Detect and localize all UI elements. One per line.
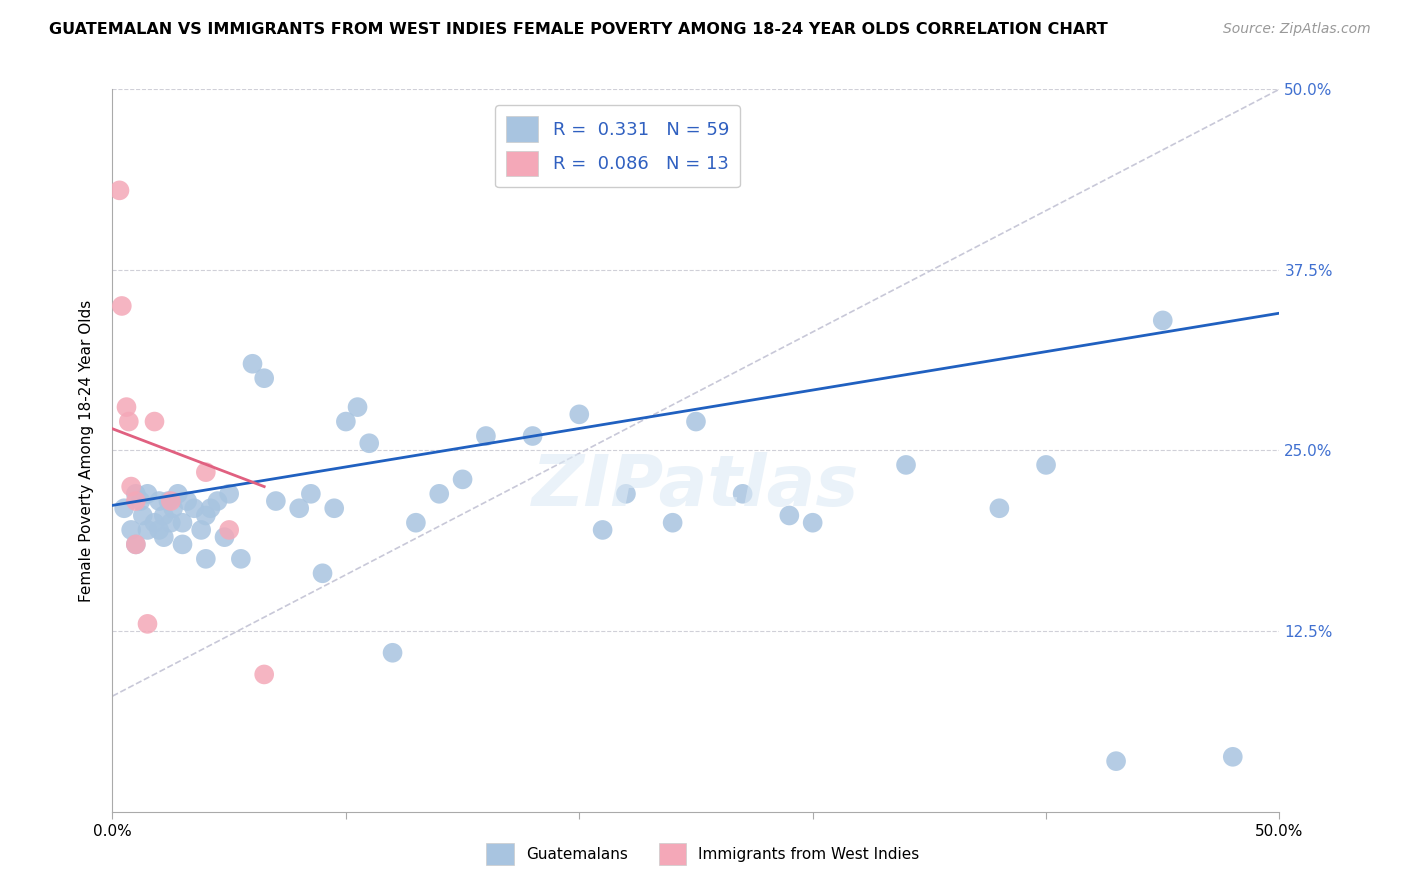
Point bbox=[153, 530, 176, 544]
Point bbox=[475, 429, 498, 443]
Point bbox=[200, 501, 222, 516]
Point bbox=[405, 516, 427, 530]
Text: GUATEMALAN VS IMMIGRANTS FROM WEST INDIES FEMALE POVERTY AMONG 18-24 YEAR OLDS C: GUATEMALAN VS IMMIGRANTS FROM WEST INDIE… bbox=[49, 22, 1108, 37]
Point bbox=[242, 357, 264, 371]
Point bbox=[218, 487, 240, 501]
Point bbox=[160, 516, 183, 530]
Point bbox=[346, 400, 368, 414]
Point bbox=[381, 646, 404, 660]
Point bbox=[894, 458, 917, 472]
Point bbox=[143, 415, 166, 429]
Point bbox=[125, 537, 148, 551]
Point bbox=[120, 523, 142, 537]
Y-axis label: Female Poverty Among 18-24 Year Olds: Female Poverty Among 18-24 Year Olds bbox=[79, 300, 94, 601]
Point bbox=[148, 494, 170, 508]
Point bbox=[661, 516, 683, 530]
Point bbox=[253, 667, 276, 681]
Point bbox=[176, 494, 198, 508]
Point bbox=[190, 523, 212, 537]
Point bbox=[335, 415, 357, 429]
Point bbox=[115, 400, 138, 414]
Point bbox=[451, 472, 474, 486]
Point bbox=[194, 551, 217, 566]
Point bbox=[160, 494, 183, 508]
Point bbox=[111, 299, 134, 313]
Point bbox=[148, 523, 170, 537]
Point bbox=[427, 487, 450, 501]
Point bbox=[136, 523, 159, 537]
Point bbox=[218, 523, 240, 537]
Point bbox=[1222, 749, 1244, 764]
Point bbox=[264, 494, 287, 508]
Point bbox=[731, 487, 754, 501]
Point bbox=[108, 183, 131, 197]
Point bbox=[229, 551, 252, 566]
Point bbox=[214, 530, 236, 544]
Legend: Guatemalans, Immigrants from West Indies: Guatemalans, Immigrants from West Indies bbox=[481, 837, 925, 871]
Point bbox=[614, 487, 637, 501]
Point bbox=[207, 494, 229, 508]
Legend: R =  0.331   N = 59, R =  0.086   N = 13: R = 0.331 N = 59, R = 0.086 N = 13 bbox=[495, 105, 740, 187]
Point bbox=[136, 487, 159, 501]
Point bbox=[129, 494, 152, 508]
Point bbox=[194, 508, 217, 523]
Point bbox=[988, 501, 1011, 516]
Point bbox=[1152, 313, 1174, 327]
Point bbox=[172, 516, 194, 530]
Point bbox=[153, 508, 176, 523]
Point bbox=[288, 501, 311, 516]
Point bbox=[183, 501, 205, 516]
Point bbox=[1035, 458, 1057, 472]
Point bbox=[801, 516, 824, 530]
Point bbox=[125, 537, 148, 551]
Point bbox=[143, 516, 166, 530]
Point bbox=[132, 508, 155, 523]
Point bbox=[162, 501, 184, 516]
Point bbox=[118, 415, 141, 429]
Point bbox=[253, 371, 276, 385]
Point bbox=[522, 429, 544, 443]
Point bbox=[136, 616, 159, 631]
Point bbox=[166, 487, 188, 501]
Point bbox=[1105, 754, 1128, 768]
Point bbox=[311, 566, 333, 581]
Point bbox=[568, 407, 591, 421]
Point bbox=[592, 523, 614, 537]
Point bbox=[194, 465, 217, 479]
Point bbox=[125, 487, 148, 501]
Text: ZIPatlas: ZIPatlas bbox=[533, 452, 859, 521]
Point bbox=[778, 508, 800, 523]
Point bbox=[120, 480, 142, 494]
Point bbox=[125, 494, 148, 508]
Point bbox=[112, 501, 135, 516]
Text: Source: ZipAtlas.com: Source: ZipAtlas.com bbox=[1223, 22, 1371, 37]
Point bbox=[359, 436, 381, 450]
Point bbox=[323, 501, 346, 516]
Point bbox=[157, 494, 180, 508]
Point bbox=[685, 415, 707, 429]
Point bbox=[299, 487, 322, 501]
Point bbox=[172, 537, 194, 551]
